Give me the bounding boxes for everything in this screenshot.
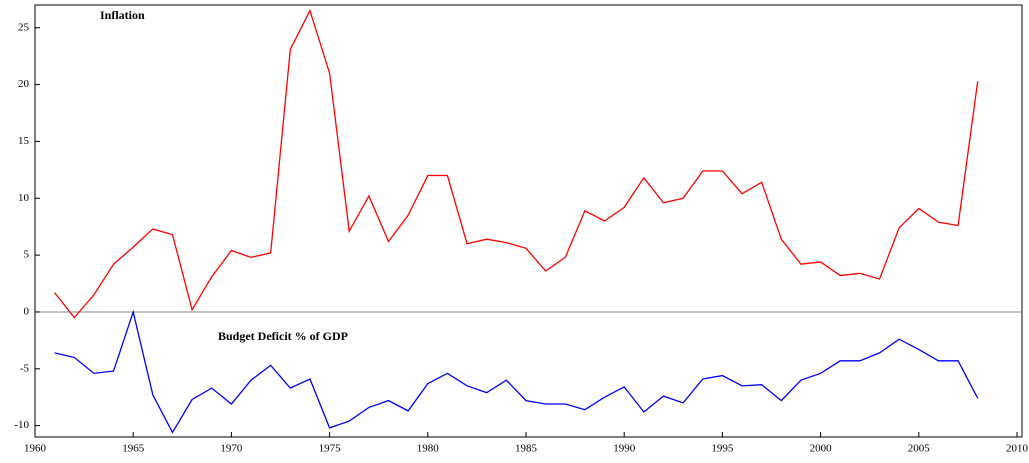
y-tick-label: -10 (14, 419, 29, 431)
x-tick-label: 1975 (319, 443, 342, 455)
y-tick-label: -5 (20, 362, 30, 374)
y-tick-label: 0 (24, 305, 30, 317)
y-tick-label: 15 (18, 135, 30, 147)
x-tick-label: 1965 (122, 443, 145, 455)
series-label: Budget Deficit % of GDP (218, 329, 348, 343)
x-tick-label: 2005 (908, 443, 931, 455)
x-tick-label: 1995 (711, 443, 734, 455)
x-tick-label: 1970 (220, 443, 243, 455)
x-tick-label: 2000 (810, 443, 833, 455)
x-tick-label: 1985 (515, 443, 538, 455)
x-tick-label: 1990 (613, 443, 636, 455)
x-tick-label: 2010 (1006, 443, 1029, 455)
series-line (54, 309, 979, 434)
y-tick-label: 5 (24, 249, 30, 261)
x-tick-label: 1980 (417, 443, 440, 455)
series-label: Inflation (100, 8, 145, 22)
y-tick-label: 10 (18, 192, 30, 204)
plot-frame (34, 4, 1023, 438)
y-tick-label: 25 (18, 21, 30, 33)
x-tick-label: 1960 (24, 443, 47, 455)
y-tick-label: 20 (18, 78, 30, 90)
series-line (54, 8, 979, 319)
